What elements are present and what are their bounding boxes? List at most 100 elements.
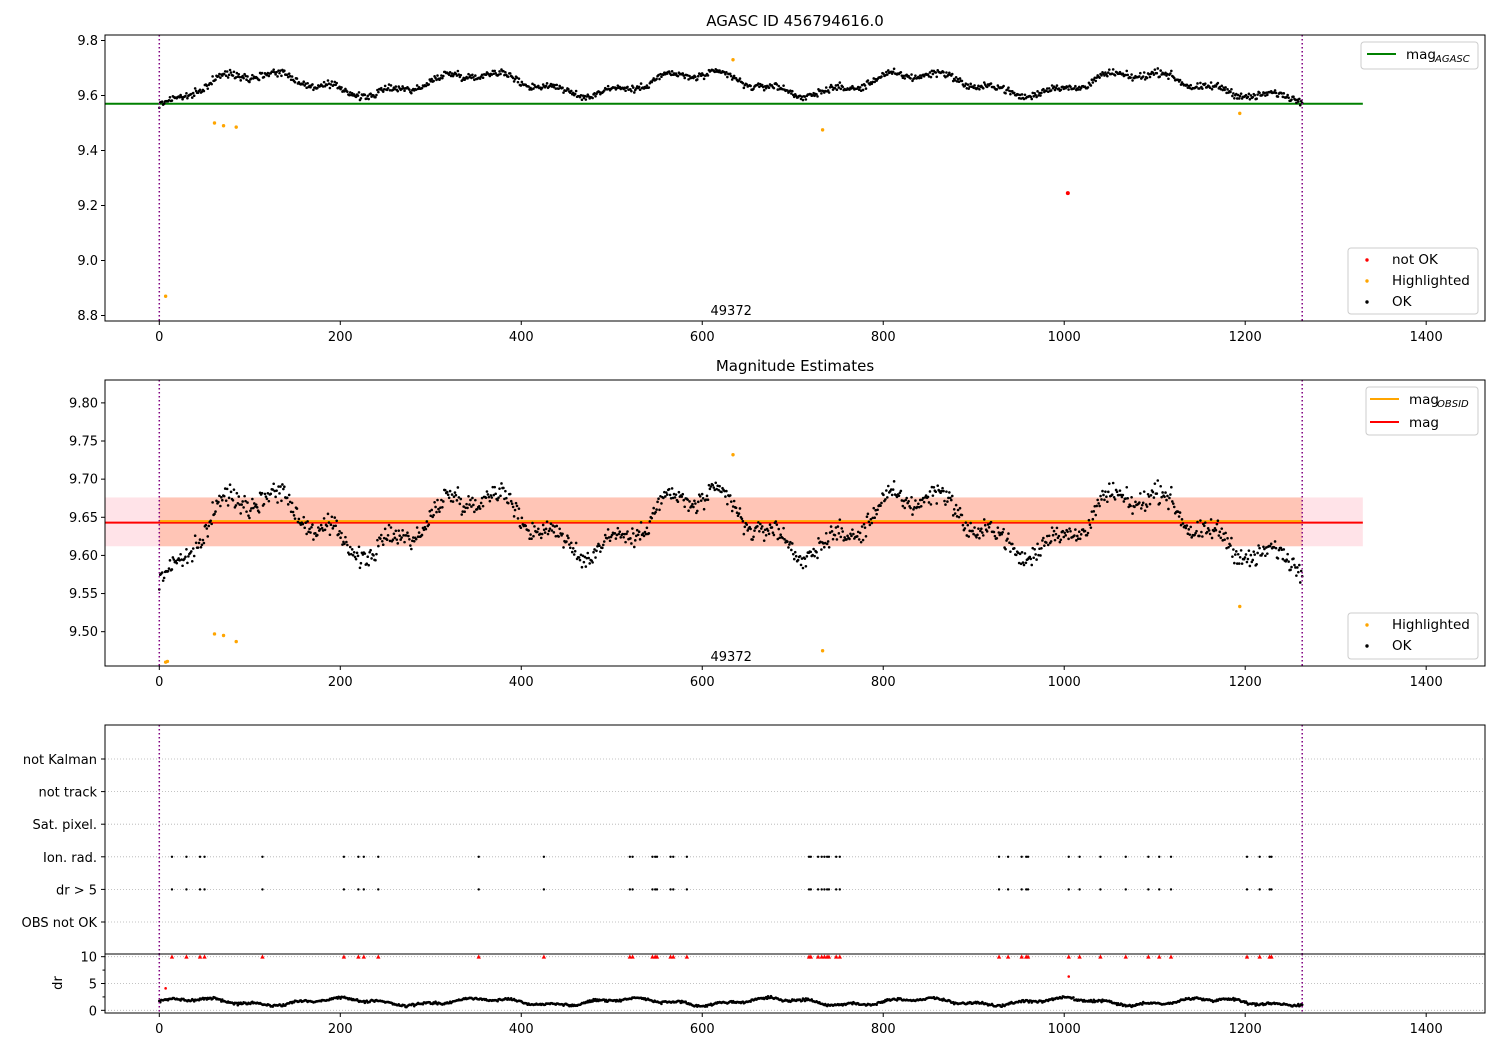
ok-point (1145, 76, 1149, 80)
ok-point (416, 535, 420, 539)
ok-point (699, 499, 703, 502)
ok-point (720, 490, 723, 494)
ok-point (935, 75, 939, 79)
ok-point (513, 508, 517, 512)
ok-point (900, 74, 904, 77)
ok-point (582, 560, 586, 564)
ok-point (537, 84, 540, 88)
ok-point (1255, 97, 1258, 101)
ok-point (1231, 555, 1234, 558)
ok-point (420, 533, 424, 537)
ok-point (1201, 87, 1204, 90)
ok-point (886, 73, 889, 76)
ok-point (519, 84, 523, 87)
ok-point (1077, 85, 1081, 89)
ok-point (1089, 84, 1093, 87)
dr-ytick-label: 10 (80, 951, 97, 966)
ok-point (162, 576, 166, 580)
ok-point (665, 493, 669, 496)
ok-point (588, 562, 592, 565)
dr-clipped-point (1269, 954, 1274, 959)
ok-point (631, 527, 634, 530)
ok-point (1249, 94, 1253, 97)
ok-point (577, 556, 581, 559)
ok-point (1219, 87, 1223, 91)
ok-point (786, 89, 789, 92)
ok-point (215, 499, 218, 503)
ok-point (241, 74, 244, 78)
ok-point (958, 77, 962, 80)
flag-point (809, 888, 813, 891)
ok-point (344, 535, 347, 539)
p1-xtick-label: 0 (155, 675, 163, 690)
ok-point (524, 524, 528, 528)
ok-point (1286, 93, 1289, 97)
ok-point (1129, 76, 1132, 79)
p1-ytick-label: 9.0 (77, 254, 98, 269)
ok-point (325, 524, 329, 528)
ok-point (1037, 553, 1040, 557)
ok-point (1101, 489, 1104, 493)
ok-point (1171, 500, 1174, 503)
ok-point (470, 505, 473, 508)
ok-point (570, 550, 574, 554)
ok-point (1292, 95, 1295, 98)
ok-point (641, 532, 645, 535)
ok-point (638, 88, 642, 92)
ok-point (950, 72, 954, 76)
ok-point (356, 554, 360, 558)
ok-point (932, 485, 936, 489)
ok-point (1198, 534, 1201, 538)
ok-point (478, 77, 482, 80)
p0-xtick-label: 0 (155, 1022, 163, 1037)
ok-point (316, 526, 320, 529)
ok-point (956, 508, 960, 512)
p0-xtick-label: 1400 (1410, 1022, 1443, 1037)
ok-point (202, 89, 206, 93)
ok-point (337, 532, 340, 536)
flag-point (816, 888, 820, 891)
ok-point (490, 73, 494, 76)
ok-point (931, 494, 935, 497)
ok-point (1151, 71, 1155, 74)
ok-point (474, 498, 477, 502)
dr-clipped-point (808, 954, 814, 959)
ok-point (427, 523, 431, 526)
ok-point (674, 72, 678, 75)
ok-point (1196, 520, 1199, 524)
ok-point (1094, 513, 1098, 517)
ok-point (761, 85, 765, 89)
ok-point (262, 75, 266, 79)
ok-point (333, 80, 337, 84)
ok-point (1074, 84, 1077, 88)
p0-xtick-label: 800 (871, 1022, 896, 1037)
p2-ytick-label: 9.80 (69, 396, 98, 411)
ok-point (213, 512, 216, 516)
ok-point (1031, 546, 1035, 550)
p0-xtick-label: 1400 (1410, 330, 1443, 345)
ok-point (506, 501, 510, 505)
ok-point (263, 492, 267, 496)
ok-point (867, 520, 871, 524)
ok-point (1088, 523, 1092, 527)
ok-point (442, 74, 445, 78)
ok-point (592, 550, 595, 554)
p2-ytick-label: 9.50 (69, 625, 98, 640)
ok-point (1079, 533, 1083, 536)
ok-point (734, 506, 738, 510)
dr-clipped-point (356, 954, 361, 959)
ok-point (919, 505, 923, 508)
ok-point (1298, 103, 1302, 107)
ok-point (1282, 548, 1286, 551)
ok-point (692, 505, 695, 509)
ok-point (957, 515, 961, 519)
ok-point (667, 70, 671, 73)
ok-point (372, 554, 375, 557)
ok-point (358, 566, 362, 570)
ok-point (859, 540, 863, 544)
ok-point (724, 72, 727, 76)
flag-point (628, 888, 632, 891)
ok-point (1257, 544, 1260, 547)
